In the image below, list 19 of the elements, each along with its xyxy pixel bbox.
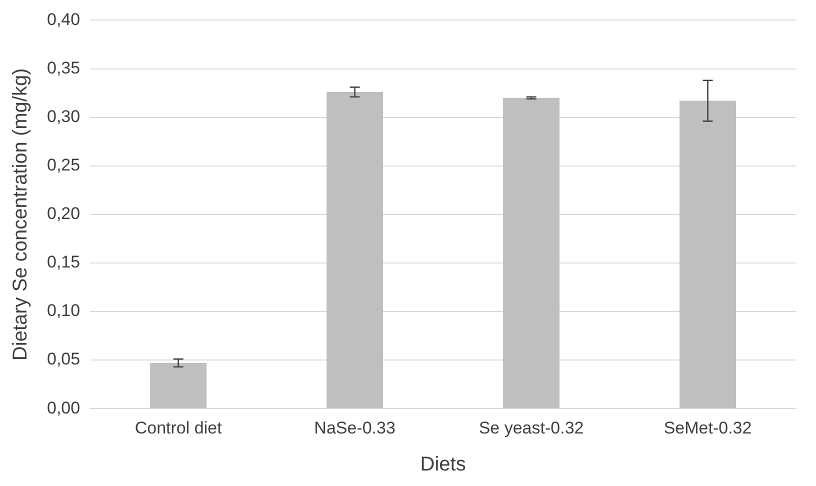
y-tick-label: 0,10 bbox=[46, 301, 80, 320]
y-tick-label: 0,30 bbox=[46, 106, 80, 126]
y-tick-label: 0,25 bbox=[46, 156, 80, 175]
y-tick-label: 0,35 bbox=[46, 58, 80, 78]
y-tick-label: 0,00 bbox=[46, 398, 80, 418]
y-tick-label: 0,05 bbox=[46, 350, 80, 369]
y-axis-title: Dietary Se concentration (mg/kg) bbox=[10, 68, 32, 361]
bar bbox=[326, 92, 384, 408]
bar bbox=[150, 362, 207, 408]
x-tick-label: Control diet bbox=[134, 418, 222, 438]
y-tick-label: 0,40 bbox=[46, 10, 80, 29]
bar bbox=[680, 100, 736, 408]
x-axis-title: Diets bbox=[420, 454, 466, 476]
y-tick-label: 0,15 bbox=[46, 252, 80, 272]
x-tick-label: Se yeast-0.32 bbox=[478, 418, 584, 438]
x-tick-label: NaSe-0.33 bbox=[314, 418, 396, 438]
y-tick-label: 0,20 bbox=[46, 204, 80, 224]
x-tick-label: SeMet-0.32 bbox=[664, 418, 752, 438]
bar bbox=[503, 98, 560, 408]
